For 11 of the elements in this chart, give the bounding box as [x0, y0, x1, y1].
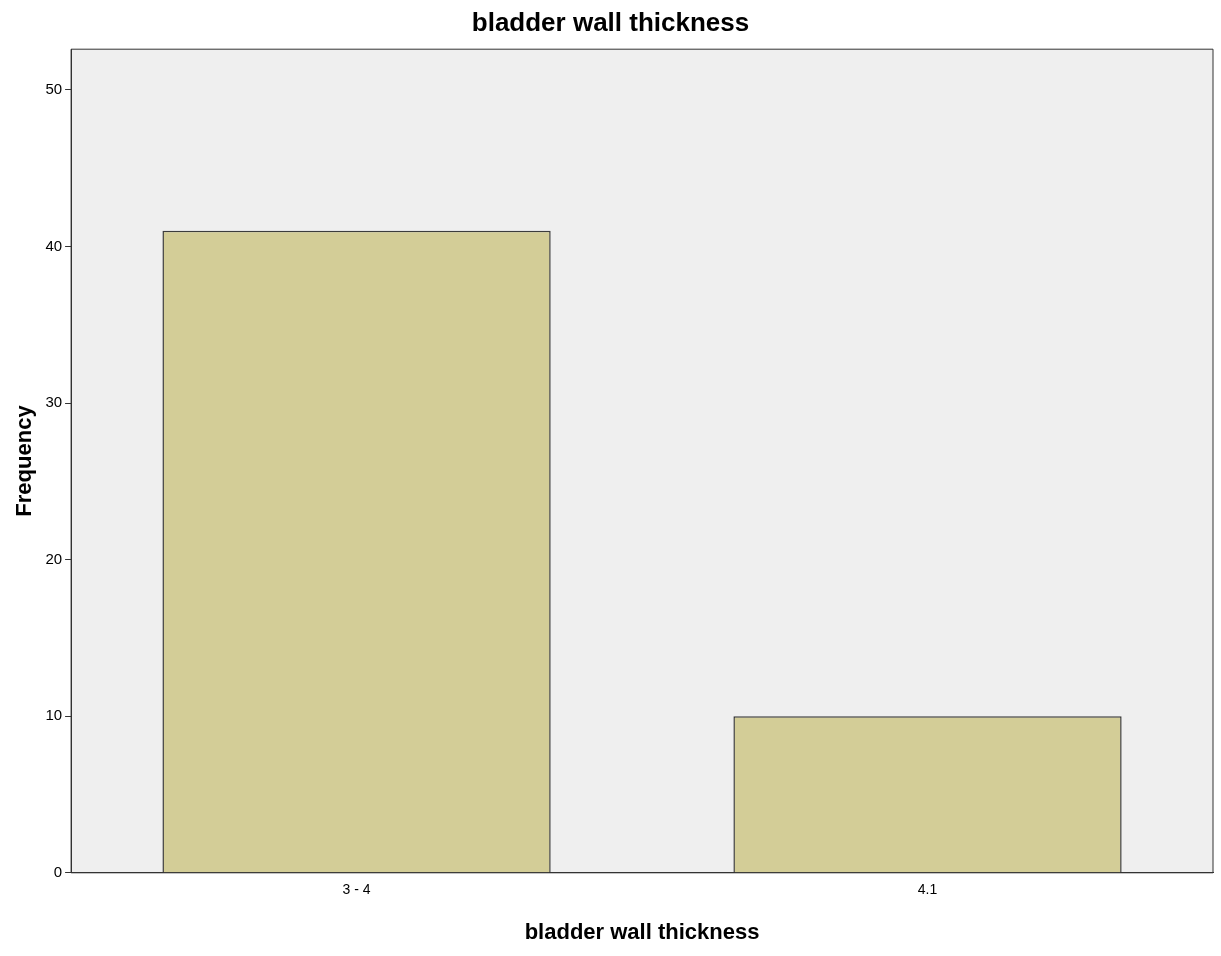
y-tick-label: 40 — [45, 236, 63, 254]
y-tick-label: 10 — [45, 706, 63, 724]
x-tick-label: 3 - 4 — [342, 881, 371, 898]
y-tick-label: 30 — [45, 393, 63, 411]
y-axis-title: Frequency — [11, 404, 37, 517]
x-axis-title: bladder wall thickness — [524, 918, 760, 944]
chart-title: bladder wall thickness — [471, 6, 750, 37]
y-tick-label: 50 — [45, 80, 63, 98]
x-tick-label: 4.1 — [917, 881, 938, 898]
y-tick-label: 20 — [45, 549, 63, 567]
y-tick-label: 0 — [53, 862, 63, 880]
